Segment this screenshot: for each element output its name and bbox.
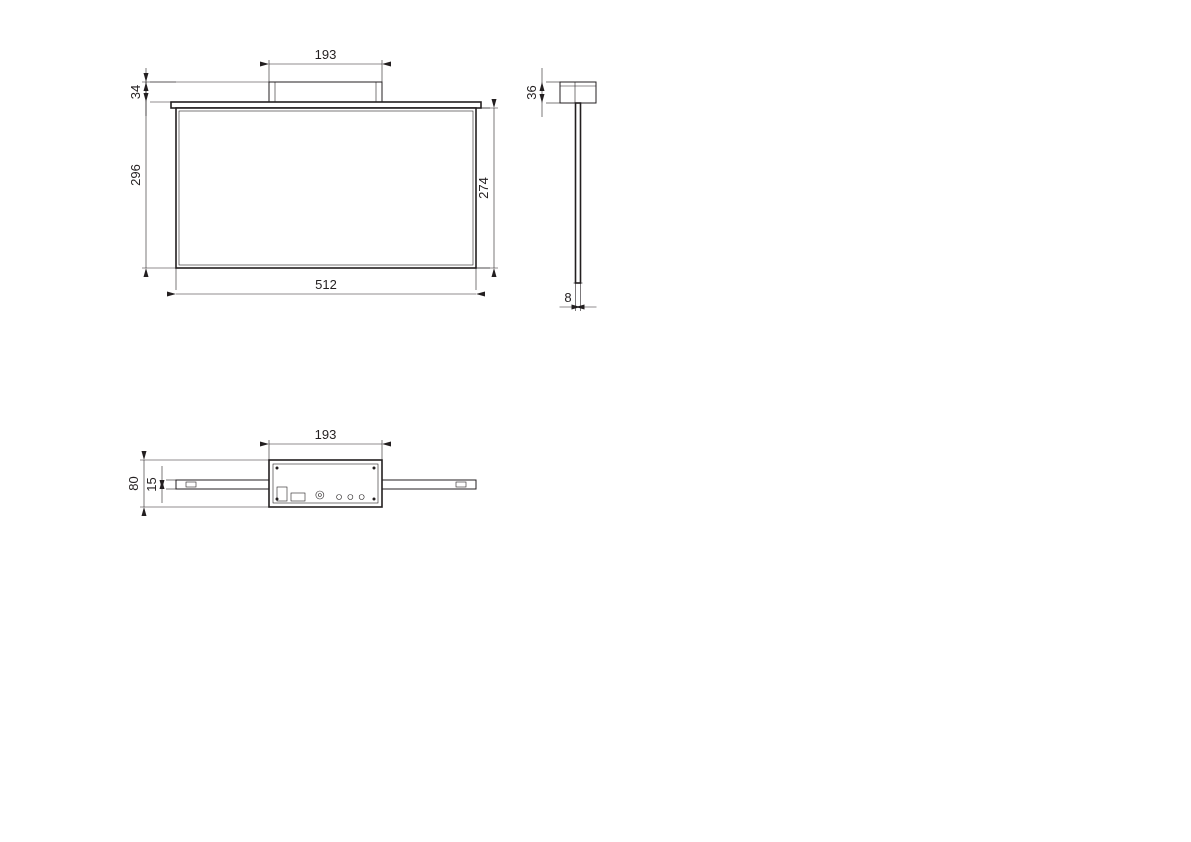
svg-text:15: 15	[144, 477, 159, 491]
svg-text:193: 193	[315, 47, 337, 62]
svg-text:8: 8	[564, 290, 571, 305]
svg-text:296: 296	[128, 164, 143, 186]
svg-text:80: 80	[126, 476, 141, 490]
svg-text:34: 34	[128, 85, 143, 99]
svg-text:36: 36	[524, 85, 539, 99]
svg-text:193: 193	[315, 427, 337, 442]
svg-text:274: 274	[476, 177, 491, 199]
svg-text:512: 512	[315, 277, 337, 292]
